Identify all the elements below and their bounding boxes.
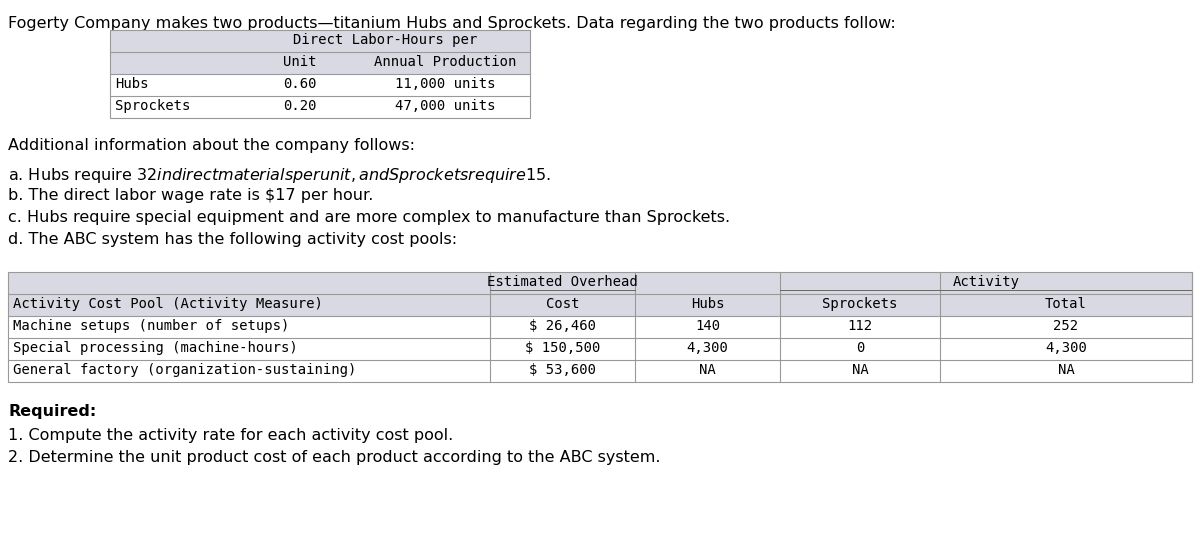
Text: 0.20: 0.20: [283, 99, 317, 113]
Text: Hubs: Hubs: [691, 297, 725, 311]
Text: Activity: Activity: [953, 275, 1020, 289]
Text: 4,300: 4,300: [1045, 341, 1087, 355]
Text: $ 26,460: $ 26,460: [529, 319, 596, 333]
Bar: [110, 30, 530, 118]
Bar: [8, 272, 1192, 382]
Text: Direct Labor-Hours per: Direct Labor-Hours per: [293, 33, 478, 47]
Text: Cost: Cost: [546, 297, 580, 311]
Text: NA: NA: [700, 363, 716, 377]
Text: 1. Compute the activity rate for each activity cost pool.: 1. Compute the activity rate for each ac…: [8, 428, 454, 443]
Text: 4,300: 4,300: [686, 341, 728, 355]
Text: Additional information about the company follows:: Additional information about the company…: [8, 138, 415, 153]
Text: a. Hubs require $32 in direct materials per unit, and Sprockets require $15.: a. Hubs require $32 in direct materials …: [8, 166, 551, 185]
Bar: [110, 30, 530, 74]
Text: $ 150,500: $ 150,500: [524, 341, 600, 355]
Text: Special processing (machine-hours): Special processing (machine-hours): [13, 341, 298, 355]
Text: Annual Production: Annual Production: [374, 55, 516, 69]
Text: Activity Cost Pool (Activity Measure): Activity Cost Pool (Activity Measure): [13, 297, 323, 311]
Text: 140: 140: [695, 319, 720, 333]
Text: c. Hubs require special equipment and are more complex to manufacture than Sproc: c. Hubs require special equipment and ar…: [8, 210, 730, 225]
Text: 0: 0: [856, 341, 864, 355]
Bar: [8, 272, 1192, 316]
Text: Fogerty Company makes two products—titanium Hubs and Sprockets. Data regarding t: Fogerty Company makes two products—titan…: [8, 16, 895, 31]
Text: Sprockets: Sprockets: [115, 99, 191, 113]
Text: Required:: Required:: [8, 404, 96, 419]
Text: 47,000 units: 47,000 units: [395, 99, 496, 113]
Text: 112: 112: [847, 319, 872, 333]
Text: NA: NA: [1057, 363, 1074, 377]
Text: General factory (organization-sustaining): General factory (organization-sustaining…: [13, 363, 356, 377]
Bar: [110, 30, 530, 118]
Text: 11,000 units: 11,000 units: [395, 77, 496, 91]
Text: 0.60: 0.60: [283, 77, 317, 91]
Text: Unit: Unit: [283, 55, 317, 69]
Text: b. The direct labor wage rate is $17 per hour.: b. The direct labor wage rate is $17 per…: [8, 188, 373, 203]
Text: Hubs: Hubs: [115, 77, 149, 91]
Text: 2. Determine the unit product cost of each product according to the ABC system.: 2. Determine the unit product cost of ea…: [8, 450, 660, 465]
Text: Total: Total: [1045, 297, 1087, 311]
Text: $ 53,600: $ 53,600: [529, 363, 596, 377]
Text: d. The ABC system has the following activity cost pools:: d. The ABC system has the following acti…: [8, 232, 457, 247]
Text: Sprockets: Sprockets: [822, 297, 898, 311]
Text: 252: 252: [1054, 319, 1079, 333]
Text: Machine setups (number of setups): Machine setups (number of setups): [13, 319, 289, 333]
Text: Estimated Overhead: Estimated Overhead: [487, 275, 638, 289]
Bar: [8, 272, 1192, 382]
Text: NA: NA: [852, 363, 869, 377]
